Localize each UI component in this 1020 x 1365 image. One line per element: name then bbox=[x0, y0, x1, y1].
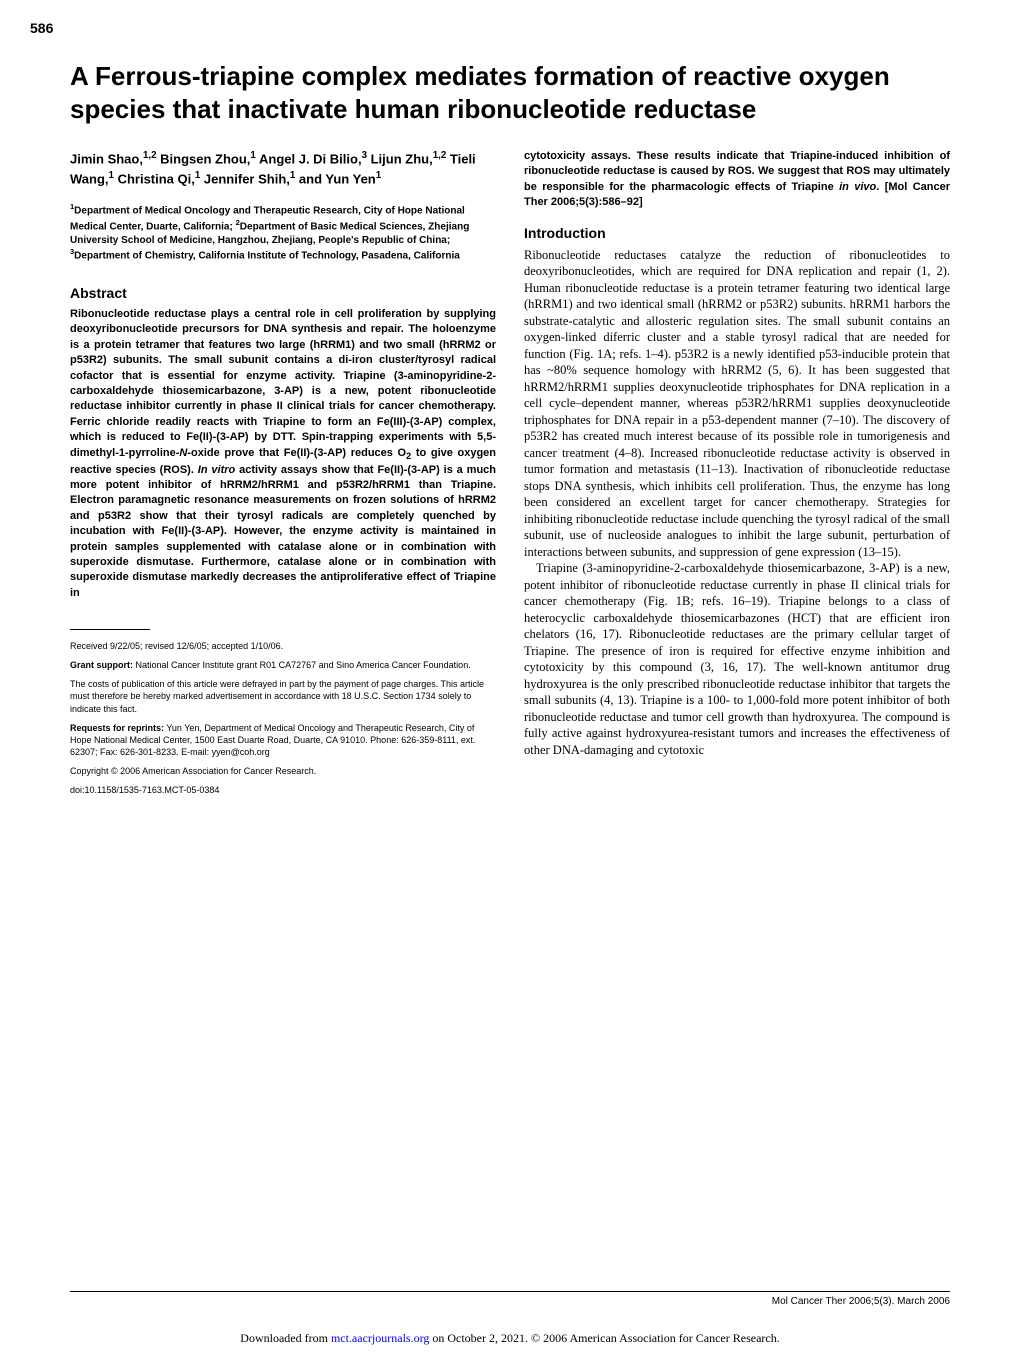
footnote-costs: The costs of publication of this article… bbox=[70, 678, 496, 714]
affiliations: 1Department of Medical Oncology and Ther… bbox=[70, 202, 496, 263]
page-number: 586 bbox=[30, 20, 53, 36]
footnote-received: Received 9/22/05; revised 12/6/05; accep… bbox=[70, 640, 496, 652]
footer-journal-bar: Mol Cancer Ther 2006;5(3). March 2006 bbox=[70, 1291, 950, 1307]
author-list: Jimin Shao,1,2 Bingsen Zhou,1 Angel J. D… bbox=[70, 149, 496, 188]
footnotes: Received 9/22/05; revised 12/6/05; accep… bbox=[70, 621, 496, 796]
intro-paragraph-2: Triapine (3-aminopyridine-2-carboxaldehy… bbox=[524, 560, 950, 758]
article-title: A Ferrous-triapine complex mediates form… bbox=[70, 60, 950, 125]
footnote-rule bbox=[70, 629, 150, 630]
abstract-heading: Abstract bbox=[70, 285, 496, 301]
abstract-continuation: cytotoxicity assays. These results indic… bbox=[524, 149, 950, 211]
footnote-copyright: Copyright © 2006 American Association fo… bbox=[70, 765, 496, 777]
introduction-heading: Introduction bbox=[524, 225, 950, 241]
footnote-reprints: Requests for reprints: Yun Yen, Departme… bbox=[70, 722, 496, 758]
two-column-layout: Jimin Shao,1,2 Bingsen Zhou,1 Angel J. D… bbox=[70, 149, 950, 803]
footnote-doi: doi:10.1158/1535-7163.MCT-05-0384 bbox=[70, 784, 496, 796]
page-content: A Ferrous-triapine complex mediates form… bbox=[0, 0, 1020, 833]
left-column: Jimin Shao,1,2 Bingsen Zhou,1 Angel J. D… bbox=[70, 149, 496, 803]
footer-journal-text: Mol Cancer Ther 2006;5(3). March 2006 bbox=[772, 1296, 950, 1307]
download-attribution: Downloaded from mct.aacrjournals.org on … bbox=[0, 1331, 1020, 1347]
footnote-grant: Grant support: National Cancer Institute… bbox=[70, 659, 496, 671]
intro-paragraph-1: Ribonucleotide reductases catalyze the r… bbox=[524, 247, 950, 561]
right-column: cytotoxicity assays. These results indic… bbox=[524, 149, 950, 803]
introduction-body: Ribonucleotide reductases catalyze the r… bbox=[524, 247, 950, 759]
abstract-body: Ribonucleotide reductase plays a central… bbox=[70, 307, 496, 601]
